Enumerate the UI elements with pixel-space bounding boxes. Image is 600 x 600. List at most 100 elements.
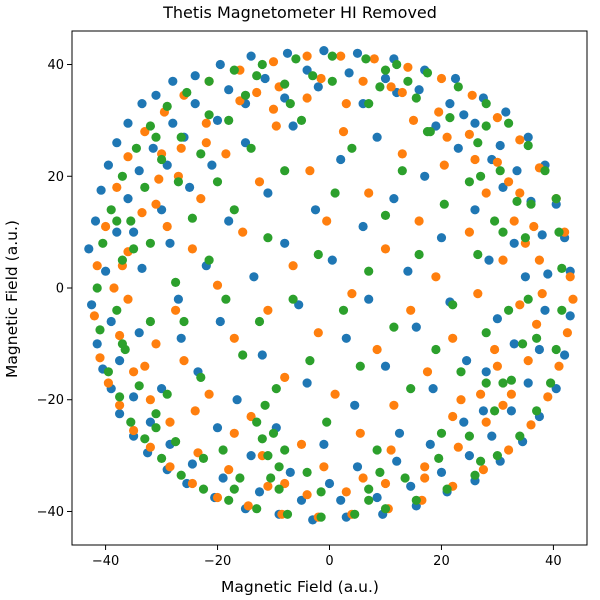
data-point — [448, 411, 458, 422]
data-point — [263, 481, 273, 491]
data-point — [198, 453, 209, 463]
data-point — [288, 121, 298, 131]
data-point — [355, 361, 365, 371]
data-point — [380, 210, 391, 220]
data-point — [296, 439, 307, 449]
data-point — [263, 451, 273, 461]
data-point — [478, 465, 488, 475]
data-point — [498, 378, 508, 388]
series-2 — [92, 51, 567, 522]
plot-frame — [71, 30, 588, 546]
data-point — [109, 283, 119, 293]
data-point — [319, 462, 329, 472]
x-tick-label: −40 — [92, 554, 119, 569]
data-point — [355, 428, 365, 438]
data-point — [481, 188, 491, 198]
data-point — [268, 57, 279, 67]
data-point — [515, 188, 525, 198]
data-point — [288, 294, 298, 304]
data-point — [171, 305, 181, 315]
data-point — [103, 160, 113, 170]
data-point — [204, 110, 214, 120]
y-tick-label: −20 — [37, 393, 64, 408]
data-point — [224, 216, 234, 226]
plot-area — [84, 46, 578, 525]
data-point — [254, 177, 265, 187]
data-point — [229, 484, 239, 494]
data-point — [254, 316, 265, 327]
data-point — [369, 54, 379, 64]
data-point — [123, 194, 133, 204]
data-point — [406, 384, 416, 394]
data-point — [117, 339, 127, 349]
data-point — [313, 328, 323, 338]
data-point — [358, 221, 368, 232]
data-point — [543, 269, 553, 279]
data-point — [534, 344, 545, 355]
data-point — [173, 177, 183, 187]
data-point — [176, 333, 186, 343]
data-point — [350, 509, 360, 519]
data-point — [313, 82, 323, 92]
data-point — [389, 194, 399, 204]
data-point — [436, 467, 447, 477]
data-point — [330, 389, 340, 399]
data-point — [190, 406, 200, 416]
data-point — [157, 154, 167, 165]
data-point — [280, 79, 290, 89]
data-point — [302, 467, 312, 477]
data-point — [392, 59, 402, 70]
data-point — [322, 417, 332, 427]
data-point — [481, 367, 491, 377]
data-point — [224, 495, 234, 505]
data-point — [425, 439, 435, 449]
data-point — [470, 205, 480, 215]
data-point — [420, 462, 430, 472]
data-point — [470, 118, 480, 128]
data-point — [336, 154, 346, 165]
data-point — [347, 143, 357, 153]
data-point — [490, 406, 500, 416]
data-point — [165, 462, 175, 472]
x-tick-label: 40 — [545, 554, 562, 569]
data-point — [341, 333, 351, 343]
data-point — [403, 76, 413, 86]
data-point — [481, 99, 491, 109]
data-point — [179, 316, 189, 327]
data-point — [506, 375, 516, 385]
data-point — [316, 487, 326, 497]
data-point — [501, 107, 511, 117]
data-point — [520, 272, 531, 282]
data-point — [436, 73, 447, 84]
data-point — [212, 115, 223, 125]
data-point — [316, 73, 326, 84]
data-point — [92, 261, 102, 271]
data-point — [467, 90, 477, 100]
data-point — [403, 266, 413, 276]
data-point — [106, 316, 116, 327]
data-point — [330, 188, 340, 198]
data-point — [129, 425, 139, 436]
data-point — [448, 333, 458, 343]
y-tick-label: 40 — [47, 58, 64, 73]
data-point — [364, 495, 374, 505]
data-point — [280, 238, 290, 248]
data-point — [224, 115, 234, 125]
data-point — [291, 54, 301, 64]
data-point — [263, 233, 273, 243]
data-point — [411, 495, 421, 505]
data-point — [313, 249, 323, 260]
chart-title: Thetis Magnetometer HI Removed — [162, 3, 437, 22]
data-point — [173, 294, 183, 304]
data-point — [126, 417, 136, 427]
data-point — [310, 205, 321, 215]
data-point — [176, 132, 186, 142]
data-point — [129, 367, 139, 377]
data-point — [492, 113, 502, 123]
data-point — [129, 227, 139, 237]
data-point — [532, 333, 542, 343]
data-point — [364, 266, 374, 276]
data-point — [481, 417, 491, 427]
data-point — [473, 289, 483, 299]
data-point — [123, 294, 133, 304]
